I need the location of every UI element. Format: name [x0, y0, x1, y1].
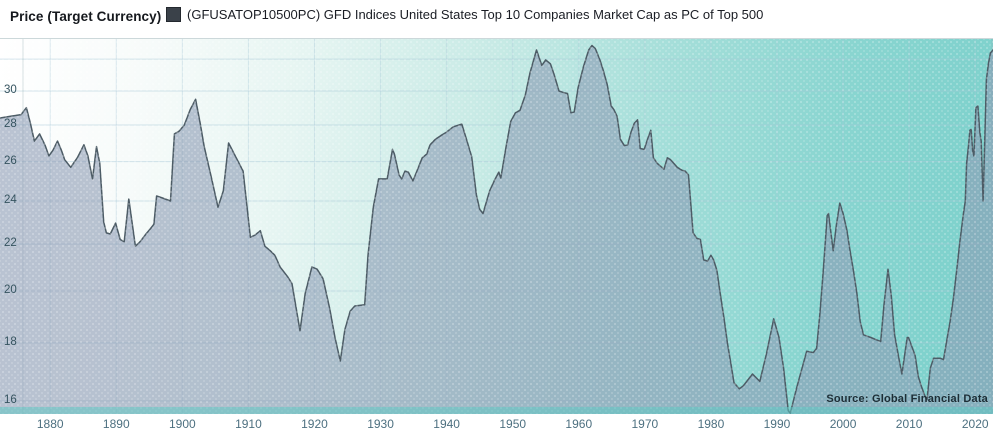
- chart-header: Price (Target Currency) (GFUSATOP10500PC…: [0, 0, 1000, 36]
- x-tick-label: 1890: [102, 417, 130, 431]
- x-tick-label: 1970: [631, 417, 659, 431]
- x-tick-label: 2020: [961, 417, 989, 431]
- x-tick-label: 2000: [829, 417, 857, 431]
- price-axis-title: Price (Target Currency): [10, 9, 162, 24]
- x-tick-label: 1930: [367, 417, 394, 431]
- legend-item[interactable]: (GFUSATOP10500PC) GFD Indices United Sta…: [166, 7, 763, 22]
- y-tick-label: 22: [4, 236, 17, 249]
- series-line: [0, 44, 993, 414]
- y-tick-label: 26: [4, 154, 17, 167]
- x-tick-label: 1980: [697, 417, 725, 431]
- x-tick-label: 1880: [36, 417, 64, 431]
- x-tick-label: 2010: [895, 417, 923, 431]
- chart-plot-area[interactable]: [0, 38, 993, 414]
- x-tick-label: 1950: [499, 417, 527, 431]
- y-tick-label: 24: [4, 194, 17, 207]
- series-legend-label: (GFUSATOP10500PC) GFD Indices United Sta…: [187, 7, 764, 22]
- x-tick-label: 1920: [301, 417, 328, 431]
- y-tick-label: 18: [4, 335, 17, 348]
- y-tick-label: 20: [4, 283, 17, 296]
- y-tick-label: 30: [4, 84, 17, 96]
- x-tick-label: 1990: [763, 417, 791, 431]
- y-tick-label: 16: [4, 393, 17, 406]
- right-margin: [993, 38, 1000, 413]
- x-tick-label: 1910: [235, 417, 262, 431]
- y-tick-label: 28: [4, 118, 17, 131]
- source-note: Source: Global Financial Data: [826, 393, 988, 405]
- x-tick-label: 1900: [168, 417, 196, 431]
- series-swatch-icon: [166, 7, 181, 22]
- x-tick-label: 1940: [433, 417, 460, 431]
- series-area-fill: [0, 45, 993, 414]
- x-tick-label: 1960: [565, 417, 593, 431]
- area-chart-canvas[interactable]: [0, 39, 993, 414]
